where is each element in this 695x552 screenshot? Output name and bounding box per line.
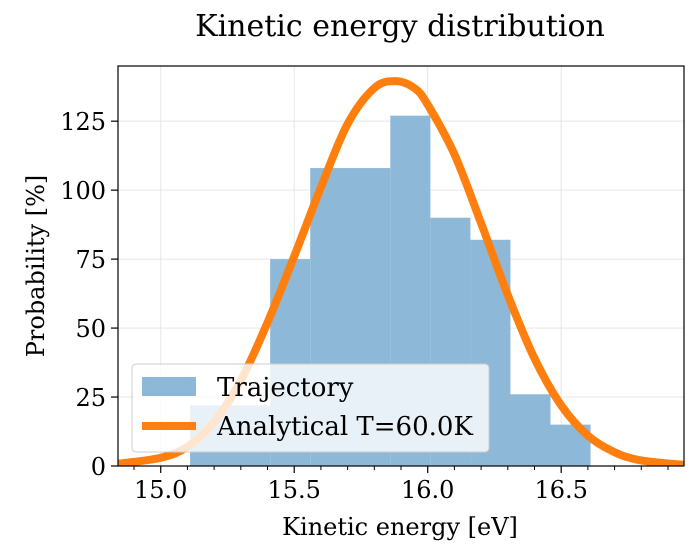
legend-label-analytical: Analytical T=60.0K bbox=[216, 412, 473, 442]
legend-swatch-trajectory bbox=[142, 377, 196, 396]
x-tick-label: 16.5 bbox=[534, 476, 587, 504]
legend: Trajectory Analytical T=60.0K bbox=[131, 363, 490, 453]
x-tick-label: 15.5 bbox=[267, 476, 320, 504]
legend-label-trajectory: Trajectory bbox=[217, 373, 354, 403]
y-tick-label: 125 bbox=[60, 108, 106, 136]
y-tick-label: 0 bbox=[91, 453, 106, 481]
x-tick-label: 16.0 bbox=[401, 476, 454, 504]
y-axis-label: Probability [%] bbox=[22, 175, 50, 358]
y-tick-label: 75 bbox=[75, 246, 106, 274]
y-tick-label: 25 bbox=[75, 384, 106, 412]
legend-box bbox=[131, 363, 490, 453]
x-axis-label: Kinetic energy [eV] bbox=[282, 513, 518, 541]
y-tick-label: 100 bbox=[60, 177, 106, 205]
chart-title: Kinetic energy distribution bbox=[195, 9, 605, 44]
y-tick-label: 50 bbox=[75, 315, 106, 343]
histogram-bar bbox=[510, 394, 551, 466]
x-tick-label: 15.0 bbox=[134, 476, 187, 504]
axis-ticks: 15.0 15.5 16.0 16.5 0 25 50 75 100 125 bbox=[60, 108, 669, 504]
